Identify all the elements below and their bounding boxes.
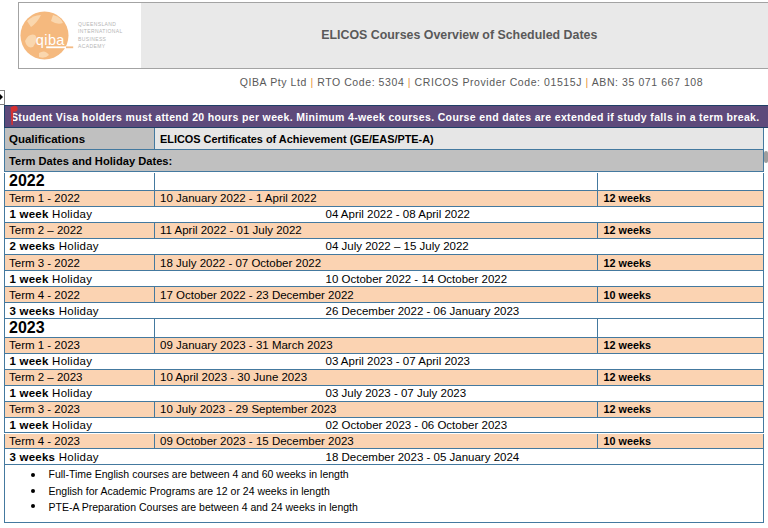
svg-text:qiba: qiba [36,32,66,48]
